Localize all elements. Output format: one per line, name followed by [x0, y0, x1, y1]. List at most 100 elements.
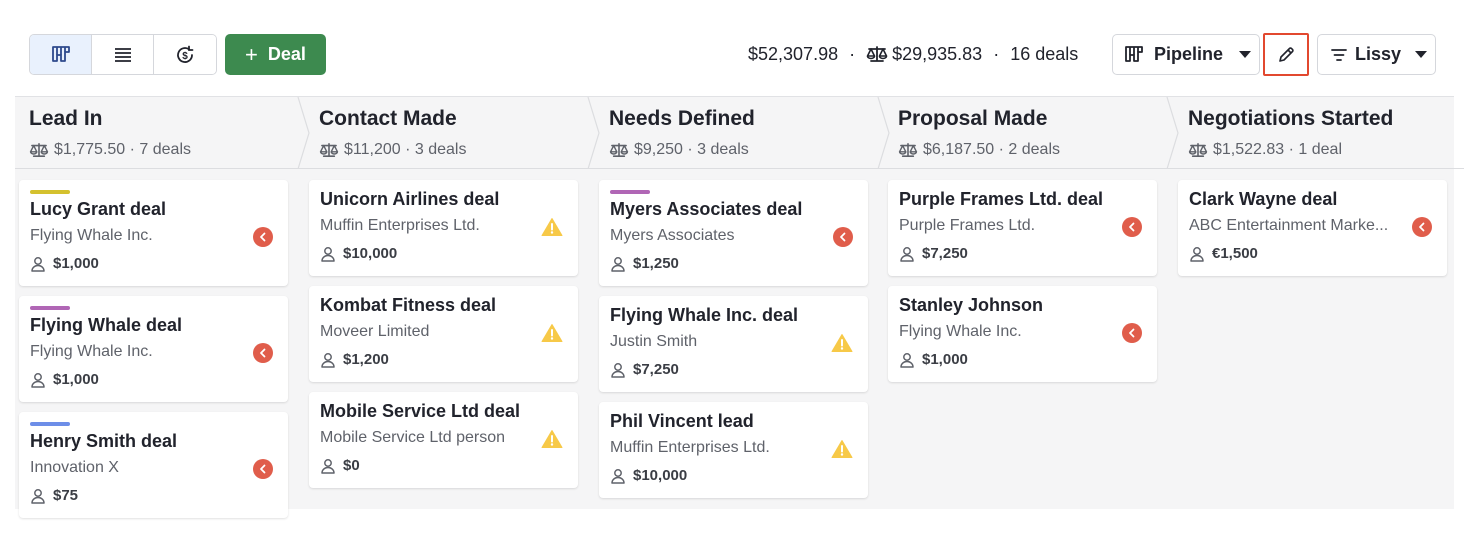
deal-value: €1,500 — [1189, 245, 1258, 262]
deal-card[interactable]: Purple Frames Ltd. deal Purple Frames Ltd… — [888, 180, 1157, 276]
person-icon — [611, 362, 625, 378]
deal-title: Unicorn Airlines deal — [320, 189, 500, 209]
pipeline-select-label: Pipeline — [1154, 44, 1224, 64]
pipeline-board: Lead In $1,775.50 · 7 deals Lucy Grant dea… — [15, 96, 1464, 518]
deal-status — [1122, 323, 1142, 343]
deal-card[interactable]: Flying Whale deal Flying Whale Inc. $1,000 — [19, 296, 288, 402]
warning-icon[interactable] — [831, 439, 853, 459]
stage-divider — [1166, 97, 1179, 169]
deal-status — [1122, 217, 1142, 237]
stage-divider — [877, 97, 890, 169]
pencil-icon — [1279, 46, 1294, 62]
deal-card[interactable]: Clark Wayne deal ABC Entertainment Marke.… — [1178, 180, 1447, 276]
overdue-activity-icon[interactable] — [1122, 323, 1142, 343]
deal-label-bar — [30, 422, 70, 426]
deal-value-amount: $0 — [343, 457, 360, 474]
toolbar: $ + Deal $52,307.98 · $29,935.83 · 16 de… — [0, 0, 1472, 96]
overdue-activity-icon[interactable] — [1122, 217, 1142, 237]
deal-value: $10,000 — [320, 245, 397, 262]
deal-status — [541, 323, 563, 348]
deal-organization: Muffin Enterprises Ltd. — [610, 439, 770, 456]
stage-title: Contact Made — [319, 107, 457, 130]
scale-icon — [29, 142, 49, 158]
deal-value: $7,250 — [610, 361, 679, 378]
stage-meta: $1,522.83 · 1 deal — [1188, 141, 1342, 159]
overdue-activity-icon[interactable] — [1412, 217, 1432, 237]
scale-icon — [1188, 142, 1208, 158]
overdue-activity-icon[interactable] — [253, 227, 273, 247]
stage-summary: $1,775.50 · 7 deals — [54, 141, 191, 158]
list-view-button[interactable] — [92, 35, 154, 74]
overdue-activity-icon[interactable] — [253, 459, 273, 479]
deal-title: Lucy Grant deal — [30, 199, 167, 219]
pipeline-select-button[interactable]: Pipeline — [1112, 34, 1260, 75]
warning-icon[interactable] — [541, 323, 563, 343]
chevron-down-icon — [1239, 51, 1252, 58]
stage-divider — [297, 97, 310, 169]
pipeline-view-button[interactable] — [30, 35, 92, 74]
deal-value-amount: $10,000 — [343, 245, 398, 262]
deal-status — [831, 439, 853, 464]
deal-card[interactable]: Stanley Johnson Flying Whale Inc. $1,000 — [888, 286, 1157, 382]
deal-title: Myers Associates deal — [610, 199, 803, 219]
deal-organization: Moveer Limited — [320, 323, 430, 340]
stage-summary: $1,522.83 · 1 deal — [1213, 141, 1342, 158]
deal-status — [541, 429, 563, 454]
stage-divider — [587, 97, 600, 169]
deal-card[interactable]: Flying Whale Inc. deal Justin Smith $7,250 — [599, 296, 868, 392]
deal-status — [541, 217, 563, 242]
overdue-activity-icon[interactable] — [253, 343, 273, 363]
warning-icon[interactable] — [831, 333, 853, 353]
deal-value: $1,000 — [30, 371, 99, 388]
edit-pipeline-button[interactable] — [1263, 33, 1309, 76]
filter-icon — [1331, 48, 1347, 61]
deal-value-amount: $1,200 — [343, 351, 389, 368]
deal-organization: Flying Whale Inc. — [899, 323, 1022, 340]
overdue-activity-icon[interactable] — [833, 227, 853, 247]
stage-header: Proposal Made $6,187.50 · 2 deals — [884, 97, 1174, 169]
warning-icon[interactable] — [541, 429, 563, 449]
deal-title: Kombat Fitness deal — [320, 295, 497, 315]
deal-status — [253, 227, 273, 247]
deal-value: $1,000 — [899, 351, 968, 368]
person-icon — [321, 352, 335, 368]
deal-organization: Muffin Enterprises Ltd. — [320, 217, 480, 234]
warning-icon[interactable] — [541, 217, 563, 237]
deal-value-amount: $1,000 — [922, 351, 968, 368]
deal-value-amount: $1,250 — [633, 255, 679, 272]
deal-card[interactable]: Kombat Fitness deal Moveer Limited $1,200 — [309, 286, 578, 382]
stage-title: Lead In — [29, 107, 103, 130]
filter-select-button[interactable]: Lissy — [1317, 34, 1436, 75]
deal-value-amount: $1,000 — [53, 371, 99, 388]
deal-organization: ABC Entertainment Marke... — [1189, 217, 1389, 234]
person-icon — [611, 256, 625, 272]
forecast-view-button[interactable]: $ — [154, 35, 216, 74]
add-deal-button[interactable]: + Deal — [225, 34, 326, 75]
deal-card[interactable]: Myers Associates deal Myers Associates $1,… — [599, 180, 868, 286]
add-deal-label: Deal — [267, 44, 306, 64]
deal-card[interactable]: Mobile Service Ltd deal Mobile Service Lt… — [309, 392, 578, 488]
stage-title: Proposal Made — [898, 107, 1048, 130]
deal-organization: Purple Frames Ltd. — [899, 217, 1036, 234]
stage-summary: $9,250 · 3 deals — [634, 141, 749, 158]
deal-title: Stanley Johnson — [899, 295, 1044, 315]
deal-title: Mobile Service Ltd deal — [320, 401, 521, 421]
stage-header: Lead In $1,775.50 · 7 deals — [15, 97, 305, 169]
deal-card[interactable]: Unicorn Airlines deal Muffin Enterprises … — [309, 180, 578, 276]
summary-separator: · — [993, 43, 1000, 64]
svg-text:$: $ — [182, 51, 188, 62]
deal-status — [831, 333, 853, 358]
deal-label-bar — [30, 190, 70, 194]
deal-value: $7,250 — [899, 245, 968, 262]
person-icon — [611, 468, 625, 484]
person-icon — [31, 488, 45, 504]
deal-card[interactable]: Phil Vincent lead Muffin Enterprises Ltd.… — [599, 402, 868, 498]
deal-card[interactable]: Lucy Grant deal Flying Whale Inc. $1,000 — [19, 180, 288, 286]
chevron-down-icon — [1415, 51, 1428, 58]
stage-meta: $9,250 · 3 deals — [609, 141, 749, 159]
deal-organization: Flying Whale Inc. — [30, 343, 153, 360]
person-icon — [900, 246, 914, 262]
stage-title: Needs Defined — [609, 107, 755, 130]
scale-icon — [898, 142, 918, 158]
deal-card[interactable]: Henry Smith deal Innovation X $75 — [19, 412, 288, 518]
